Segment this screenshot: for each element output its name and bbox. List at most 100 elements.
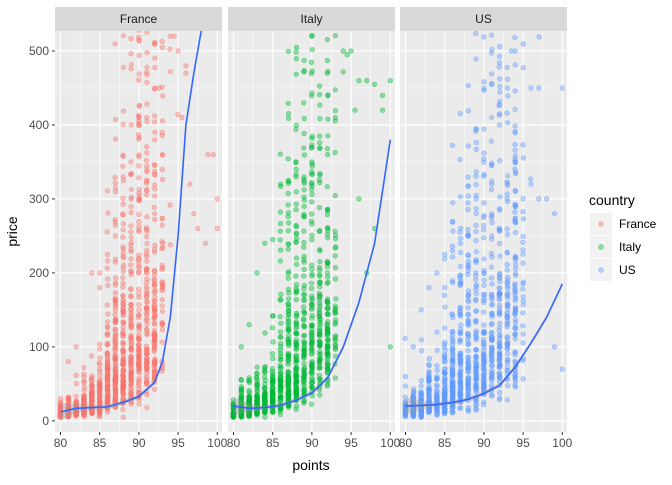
data-point xyxy=(489,32,495,38)
data-point xyxy=(481,213,487,219)
data-point xyxy=(285,115,292,121)
data-point xyxy=(286,290,292,296)
data-point xyxy=(325,305,331,311)
data-point xyxy=(324,264,331,270)
data-point xyxy=(481,159,487,165)
data-point xyxy=(144,228,150,234)
data-point xyxy=(497,240,503,247)
data-point xyxy=(136,263,142,269)
data-point xyxy=(309,133,315,139)
data-point xyxy=(301,316,307,322)
data-point xyxy=(497,291,503,297)
data-point xyxy=(497,194,503,200)
data-point xyxy=(489,181,495,187)
data-point xyxy=(317,329,323,335)
data-point xyxy=(442,284,448,291)
data-point xyxy=(293,371,299,377)
data-point xyxy=(254,375,260,381)
data-point xyxy=(309,280,315,286)
data-point xyxy=(160,240,166,246)
data-point xyxy=(152,137,158,143)
data-point xyxy=(120,177,127,184)
data-point xyxy=(481,277,487,283)
data-point xyxy=(151,204,157,210)
data-point xyxy=(112,356,119,362)
data-point xyxy=(481,328,487,335)
data-point xyxy=(489,211,495,217)
data-point xyxy=(136,77,142,83)
data-point xyxy=(450,254,456,260)
data-point xyxy=(504,320,510,326)
data-point xyxy=(128,223,134,229)
data-point xyxy=(317,248,323,254)
data-point xyxy=(112,175,118,181)
data-point xyxy=(136,307,142,313)
data-point xyxy=(112,256,119,262)
data-point xyxy=(144,356,150,362)
data-point xyxy=(262,414,268,420)
data-point xyxy=(159,303,165,309)
data-point xyxy=(128,325,134,331)
data-point xyxy=(128,306,134,313)
data-point xyxy=(136,190,142,196)
data-point xyxy=(512,130,518,136)
data-point xyxy=(113,369,119,375)
data-point xyxy=(512,336,518,342)
data-point xyxy=(73,372,79,379)
data-point xyxy=(136,375,142,382)
legend-entry-france: France xyxy=(590,213,657,235)
data-point xyxy=(202,240,209,246)
facet-panels: France 80 85 90 95 100 Italy 80 85 90 95 100 US 80 85 9… xyxy=(54,7,573,450)
data-point xyxy=(457,194,464,200)
data-point xyxy=(488,187,495,193)
data-point xyxy=(120,406,126,413)
data-point xyxy=(136,186,142,192)
data-point xyxy=(473,146,479,152)
data-point xyxy=(293,297,299,303)
data-point xyxy=(324,36,330,43)
data-point xyxy=(112,326,118,333)
data-point xyxy=(481,373,487,379)
data-point xyxy=(65,404,71,410)
data-point xyxy=(144,177,150,183)
data-point xyxy=(151,386,158,392)
data-point xyxy=(465,392,471,398)
data-point xyxy=(465,253,472,259)
x-tick-label: 80 xyxy=(399,436,413,450)
data-point xyxy=(457,229,463,235)
data-point xyxy=(159,327,166,333)
data-point xyxy=(301,115,307,122)
data-point xyxy=(465,305,471,311)
data-point xyxy=(144,332,150,338)
data-point xyxy=(426,395,432,402)
data-point xyxy=(301,266,307,273)
data-point xyxy=(286,296,292,302)
data-point xyxy=(489,312,495,318)
data-point xyxy=(152,55,158,61)
data-point xyxy=(112,302,119,308)
data-point xyxy=(285,370,291,376)
data-point xyxy=(504,232,511,238)
data-point xyxy=(559,366,565,372)
data-point xyxy=(120,280,126,286)
data-point xyxy=(512,324,518,330)
data-point xyxy=(497,389,503,396)
data-point xyxy=(88,353,95,359)
data-point xyxy=(144,327,150,333)
data-point xyxy=(505,173,511,179)
data-point xyxy=(309,90,315,96)
legend-label: US xyxy=(619,263,636,277)
data-point xyxy=(285,228,291,234)
data-point xyxy=(450,200,456,206)
data-point xyxy=(301,197,307,203)
data-point xyxy=(112,340,118,346)
data-point xyxy=(325,133,331,139)
data-point xyxy=(449,409,455,415)
data-point xyxy=(324,146,331,152)
data-point xyxy=(324,280,330,286)
data-point xyxy=(286,336,292,343)
data-point xyxy=(128,286,134,292)
legend-entry-italy: Italy xyxy=(590,236,641,258)
data-point xyxy=(128,345,134,352)
data-point xyxy=(89,397,95,403)
